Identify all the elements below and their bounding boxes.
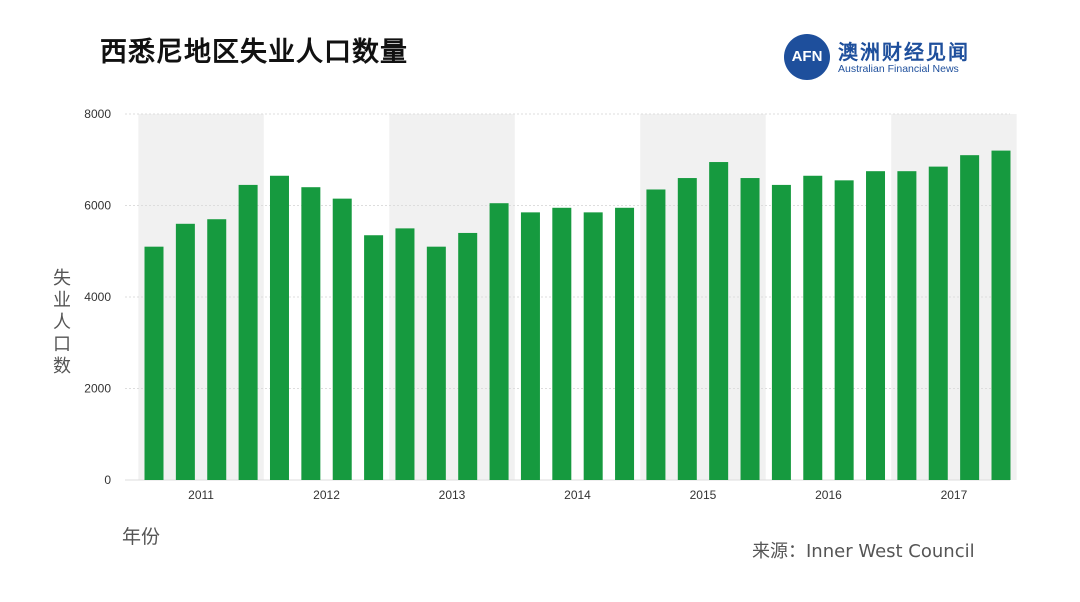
bar: [364, 235, 384, 480]
bar: [269, 175, 289, 480]
x-tick-label: 2014: [564, 488, 591, 502]
bar: [175, 223, 195, 481]
bar: [520, 212, 540, 481]
bar: [771, 184, 791, 480]
bar: [897, 171, 917, 480]
bar: [489, 203, 509, 480]
bar: [960, 155, 980, 481]
bar: [709, 162, 729, 480]
bar: [866, 171, 886, 480]
x-tick-label: 2012: [313, 488, 340, 502]
bar: [301, 187, 321, 480]
x-tick-label: 2017: [941, 488, 968, 502]
afn-logo: AFN 澳洲财经见闻 Australian Financial News: [784, 34, 1014, 80]
y-tick-label: 4000: [84, 290, 111, 304]
bar: [207, 219, 227, 480]
y-tick-label: 6000: [84, 199, 111, 213]
logo-name-cn: 澳洲财经见闻: [838, 40, 970, 64]
bar: [144, 246, 164, 480]
source-note: 来源：Inner West Council: [752, 541, 975, 562]
bar: [583, 212, 603, 481]
y-tick-label: 8000: [84, 107, 111, 121]
bar: [928, 166, 948, 481]
bar: [426, 246, 446, 480]
bar: [740, 178, 760, 481]
bar: [332, 198, 352, 480]
bar: [803, 175, 823, 480]
bar: [458, 232, 478, 480]
x-tick-label: 2011: [188, 488, 214, 502]
bar: [395, 228, 415, 480]
x-tick-label: 2015: [690, 488, 717, 502]
chart-title: 西悉尼地区失业人口数量: [100, 37, 408, 68]
afn-logo-icon: AFN: [784, 34, 830, 80]
logo-name-en: Australian Financial News: [838, 63, 959, 75]
bar: [615, 207, 635, 480]
y-axis-label: 失业人口数: [53, 268, 71, 377]
bar: [677, 178, 697, 481]
x-tick-label: 2016: [815, 488, 842, 502]
x-tick-label: 2013: [439, 488, 466, 502]
y-tick-label: 0: [104, 473, 111, 487]
bar: [834, 180, 854, 480]
y-tick-label: 2000: [84, 382, 111, 396]
bar: [991, 150, 1011, 480]
bar: [238, 184, 258, 480]
bar: [552, 207, 572, 480]
x-axis-label: 年份: [122, 526, 161, 548]
bar: [646, 189, 666, 481]
